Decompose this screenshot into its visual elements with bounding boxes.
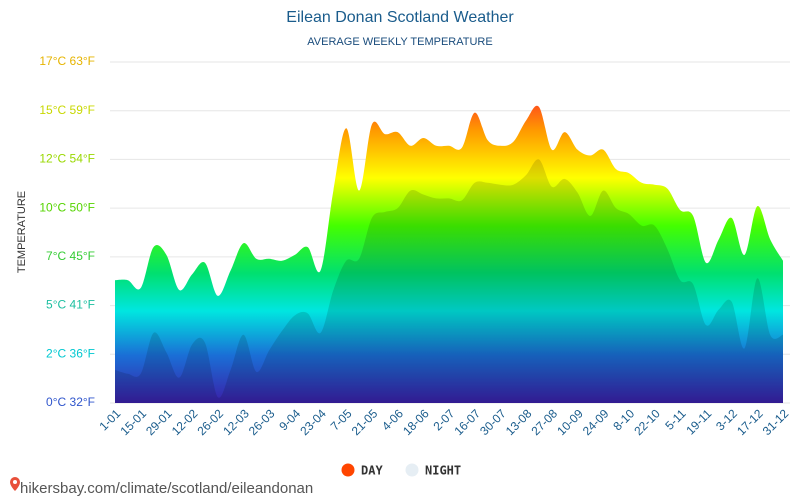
x-tick-label: 26-02: [195, 406, 227, 438]
y-tick-label: 2°C 36°F: [46, 346, 95, 360]
x-tick-label: 31-12: [760, 406, 792, 438]
x-tick-label: 30-07: [477, 406, 509, 438]
source-text: hikersbay.com/climate/scotland/eileandon…: [20, 480, 313, 497]
x-tick-label: 22-10: [631, 406, 663, 438]
night-shade: [115, 159, 783, 403]
x-tick-label: 10-09: [554, 406, 586, 438]
x-tick-label: 27-08: [529, 406, 561, 438]
legend-marker: [341, 463, 355, 477]
y-tick-label: 15°C 59°F: [39, 103, 95, 117]
x-tick-label: 13-08: [503, 406, 535, 438]
chart-title: Eilean Donan Scotland Weather: [286, 9, 514, 26]
x-tick-label: 17-12: [734, 406, 766, 438]
x-tick-label: 12-03: [220, 406, 252, 438]
x-tick-label: 16-07: [451, 406, 483, 438]
areas: [115, 105, 783, 403]
x-tick-label: 18-06: [400, 406, 432, 438]
y-tick-label: 10°C 50°F: [39, 200, 95, 214]
x-tick-label: 24-09: [580, 406, 612, 438]
night-area: [115, 159, 783, 403]
legend-label: DAY: [361, 464, 383, 478]
x-tick-label: 21-05: [349, 406, 381, 438]
y-tick-label: 0°C 32°F: [46, 395, 95, 409]
y-tick-label: 5°C 41°F: [46, 298, 95, 312]
legend-label: NIGHT: [425, 464, 461, 478]
pin-dot: [13, 480, 17, 484]
y-axis-label: TEMPERATURE: [16, 191, 28, 273]
x-tick-label: 15-01: [117, 406, 149, 438]
y-tick-label: 7°C 45°F: [46, 249, 95, 263]
x-tick-label: 26-03: [246, 406, 278, 438]
legend-marker: [405, 463, 419, 477]
source: hikersbay.com/climate/scotland/eileandon…: [10, 477, 313, 497]
y-tick-label: 17°C 63°F: [39, 54, 95, 68]
x-tick-label: 19-11: [683, 406, 714, 437]
chart-subtitle: AVERAGE WEEKLY TEMPERATURE: [307, 36, 492, 48]
y-tick-label: 12°C 54°F: [39, 152, 95, 166]
x-tick-label: 12-02: [169, 406, 201, 438]
x-tick-label: 23-04: [297, 406, 329, 438]
x-tick-label: 29-01: [143, 406, 175, 438]
